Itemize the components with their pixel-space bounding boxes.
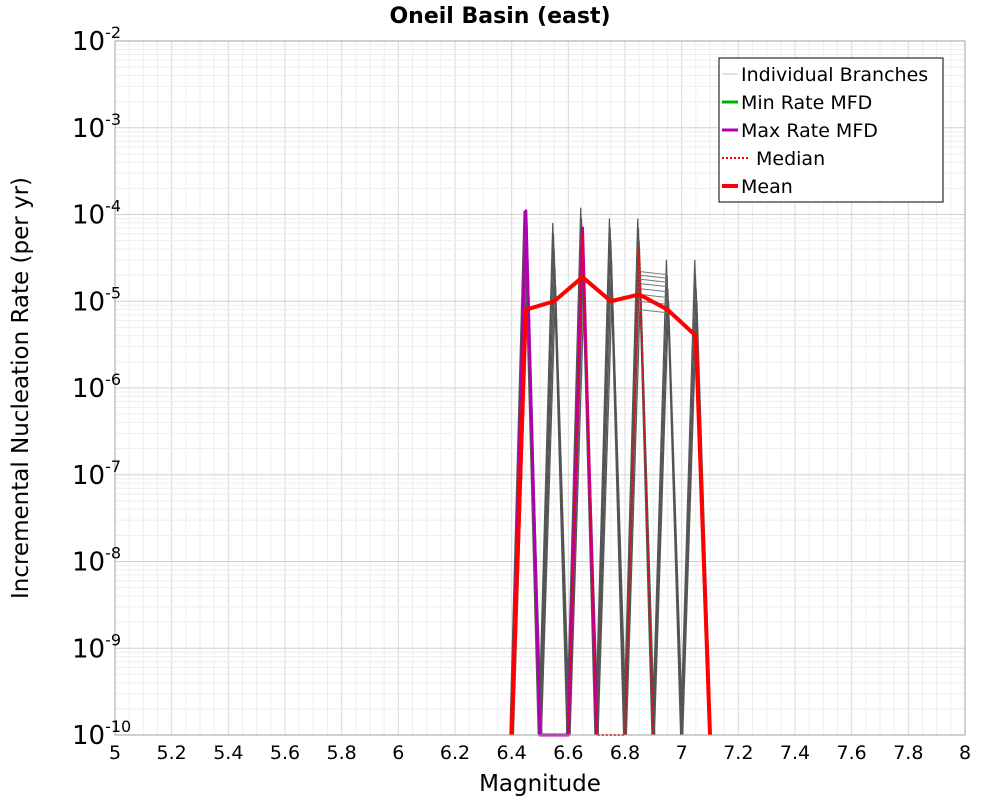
branch-line — [625, 285, 656, 736]
legend: Individual Branches Min Rate MFD Max Rate … — [718, 57, 944, 203]
x-tick-label: 7 — [676, 742, 688, 764]
y-tick-label: 10-4 — [72, 197, 121, 231]
x-tick-label: 5 — [109, 742, 121, 764]
branch-line — [565, 207, 596, 736]
branch-line — [540, 285, 571, 736]
x-tick-label: 6.4 — [497, 742, 527, 764]
x-axis-label: Magnitude — [479, 771, 601, 797]
x-tick-label: 7.4 — [780, 742, 810, 764]
legend-label: Mean — [741, 176, 793, 198]
x-tick-label: 6.6 — [553, 742, 583, 764]
grid — [114, 41, 966, 736]
branch-line — [509, 210, 539, 736]
y-tick-label: 10-2 — [72, 23, 121, 57]
y-tick-labels: 10-10 10-9 10-8 10-7 10-6 10-5 10-4 10-3 10-2 — [72, 23, 131, 751]
branch-line — [639, 278, 668, 283]
legend-label: Median — [756, 148, 825, 170]
x-tick-label: 7.6 — [837, 742, 867, 764]
branch-line — [639, 271, 668, 276]
y-tick-label: 10-6 — [72, 370, 121, 404]
x-tick-label: 6.8 — [610, 742, 640, 764]
branch-line — [639, 288, 668, 293]
x-tick-label: 7.2 — [723, 742, 753, 764]
branch-line — [537, 222, 568, 736]
branch-line — [653, 301, 684, 736]
x-tick-label: 6 — [392, 742, 404, 764]
y-tick-label: 10-9 — [72, 630, 121, 664]
legend-label: Min Rate MFD — [741, 92, 872, 114]
branch-line — [639, 309, 668, 314]
y-tick-label: 10-3 — [72, 110, 121, 144]
branch-line — [639, 283, 668, 288]
x-tick-label: 5.2 — [157, 742, 187, 764]
legend-label: Individual Branches — [741, 64, 928, 86]
series-mean — [509, 275, 712, 736]
branch-line — [639, 274, 668, 279]
y-tick-label: 10-7 — [72, 457, 121, 491]
x-tick-label: 8 — [959, 742, 971, 764]
branch-line — [597, 285, 628, 736]
x-tick-label: 6.2 — [440, 742, 470, 764]
y-axis-label: Incremental Nucleation Rate (per yr) — [8, 177, 34, 599]
y-tick-label: 10-8 — [72, 544, 121, 578]
branch-line — [622, 218, 653, 736]
x-tick-label: 5.4 — [213, 742, 243, 764]
x-tick-label: 7.8 — [893, 742, 923, 764]
x-tick-label: 5.8 — [327, 742, 357, 764]
legend-label: Max Rate MFD — [741, 120, 878, 142]
x-tick-labels: 5 5.2 5.4 5.6 5.8 6 6.2 6.4 6.6 6.8 7 7.2 7.4 7.6 7.8 8 — [109, 742, 971, 764]
y-tick-label: 10-10 — [72, 717, 131, 751]
legend-box — [718, 57, 944, 203]
branch-line — [594, 218, 625, 736]
chart-title: Oneil Basin (east) — [389, 4, 610, 29]
x-tick-label: 5.6 — [270, 742, 300, 764]
plot-frame — [114, 40, 966, 736]
y-tick-label: 10-5 — [72, 283, 121, 317]
